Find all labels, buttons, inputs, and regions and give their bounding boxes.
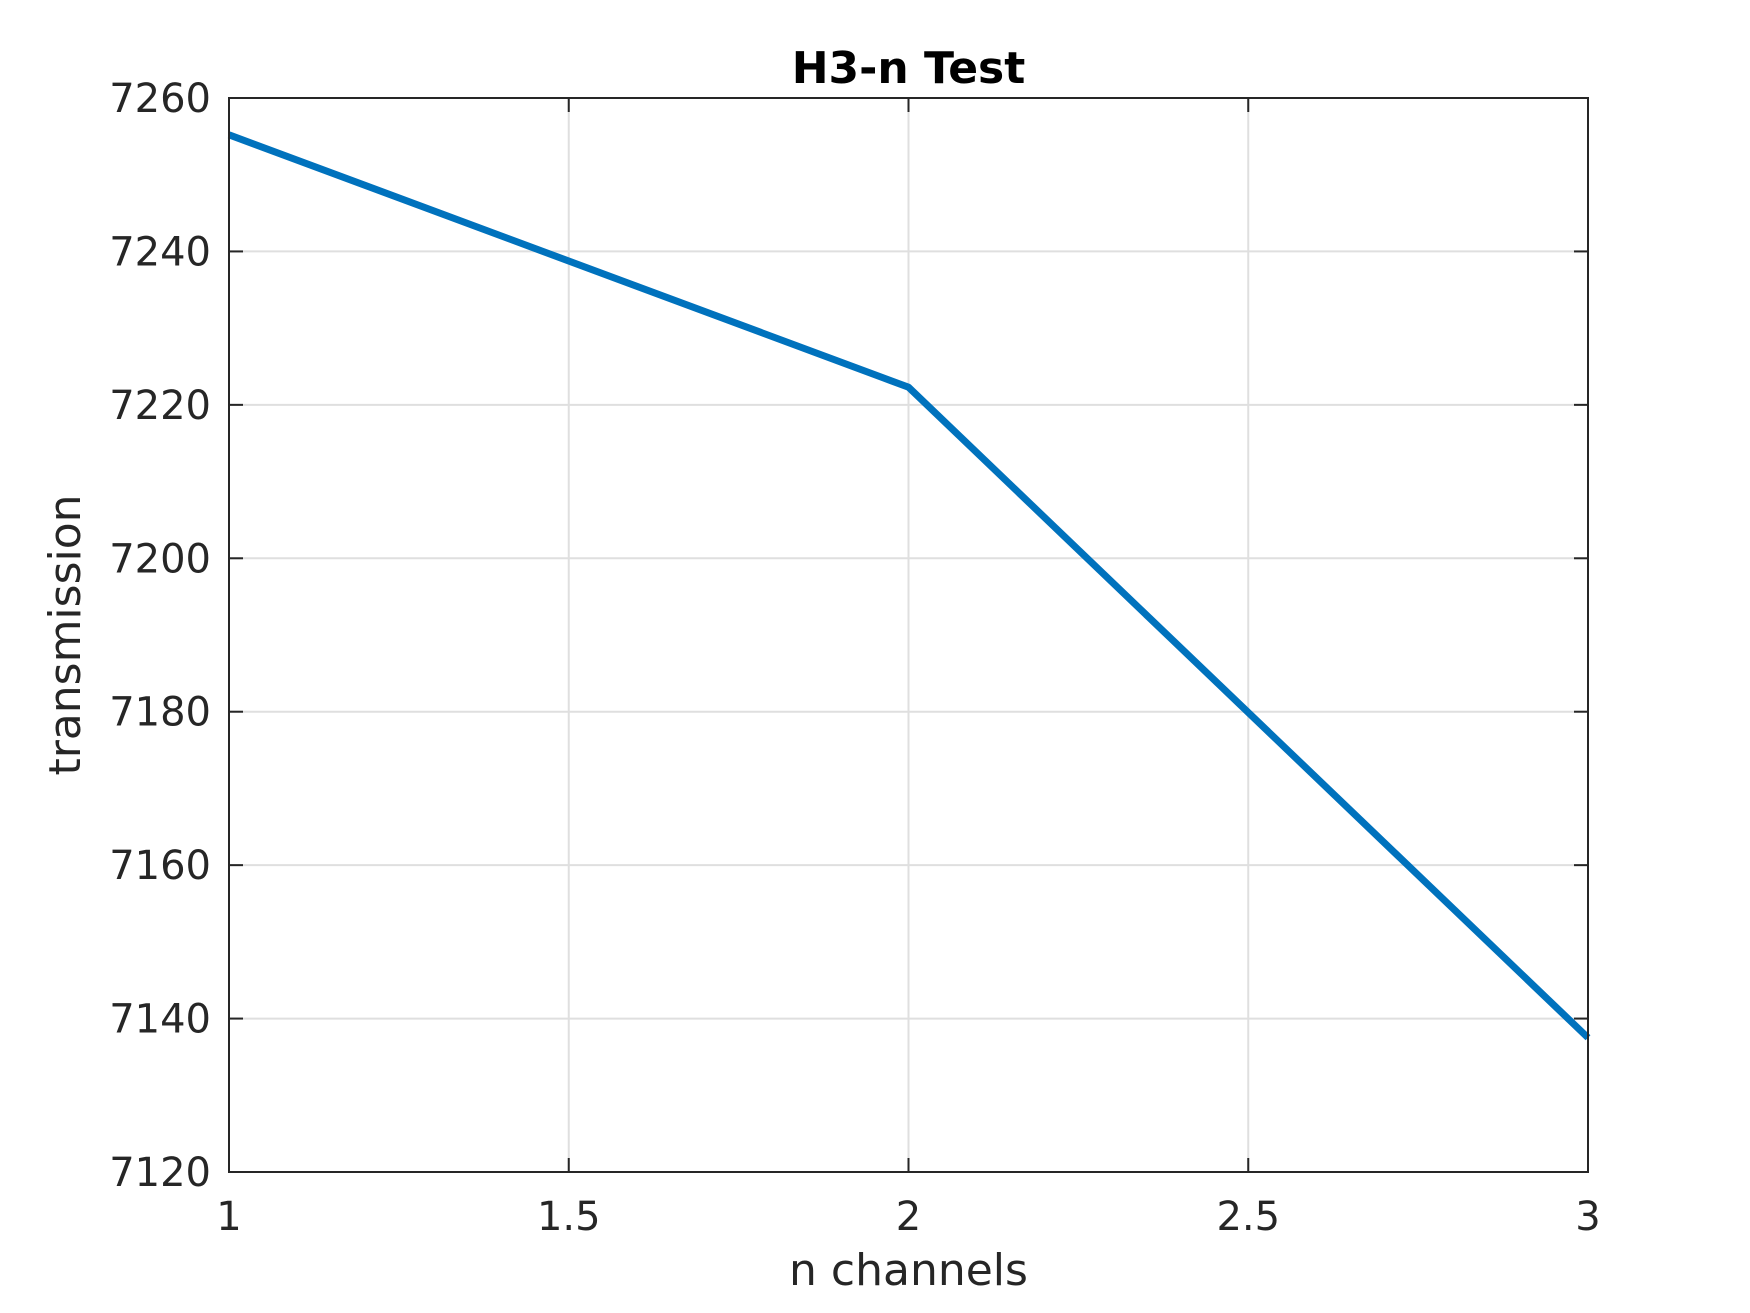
series-layer xyxy=(227,131,1591,1041)
y-tick-label: 7260 xyxy=(109,76,211,122)
y-tick-labels: 7120 7140 7160 7180 7200 7220 7240 7260 xyxy=(109,76,211,1196)
x-tick-label: 1 xyxy=(216,1194,241,1240)
y-tick-label: 7140 xyxy=(109,997,211,1043)
y-tick-label: 7240 xyxy=(109,229,211,275)
series-line xyxy=(227,131,1591,1041)
x-tick-label: 3 xyxy=(1575,1194,1600,1240)
x-tick-label: 2.5 xyxy=(1216,1194,1280,1240)
y-tick-label: 7200 xyxy=(109,536,211,582)
y-tick-label: 7180 xyxy=(109,690,211,736)
ticks xyxy=(228,97,1589,1173)
x-axis-title: n channels xyxy=(789,1245,1028,1296)
x-tick-labels: 1 1.5 2 2.5 3 xyxy=(216,1194,1600,1240)
x-tick-label: 1.5 xyxy=(537,1194,601,1240)
chart-title: H3-n Test xyxy=(792,43,1026,94)
y-tick-label: 7160 xyxy=(109,843,211,889)
x-tick-label: 2 xyxy=(896,1194,921,1240)
y-tick-label: 7120 xyxy=(109,1150,211,1196)
y-axis-title: transmission xyxy=(40,494,91,775)
y-tick-label: 7220 xyxy=(109,383,211,429)
